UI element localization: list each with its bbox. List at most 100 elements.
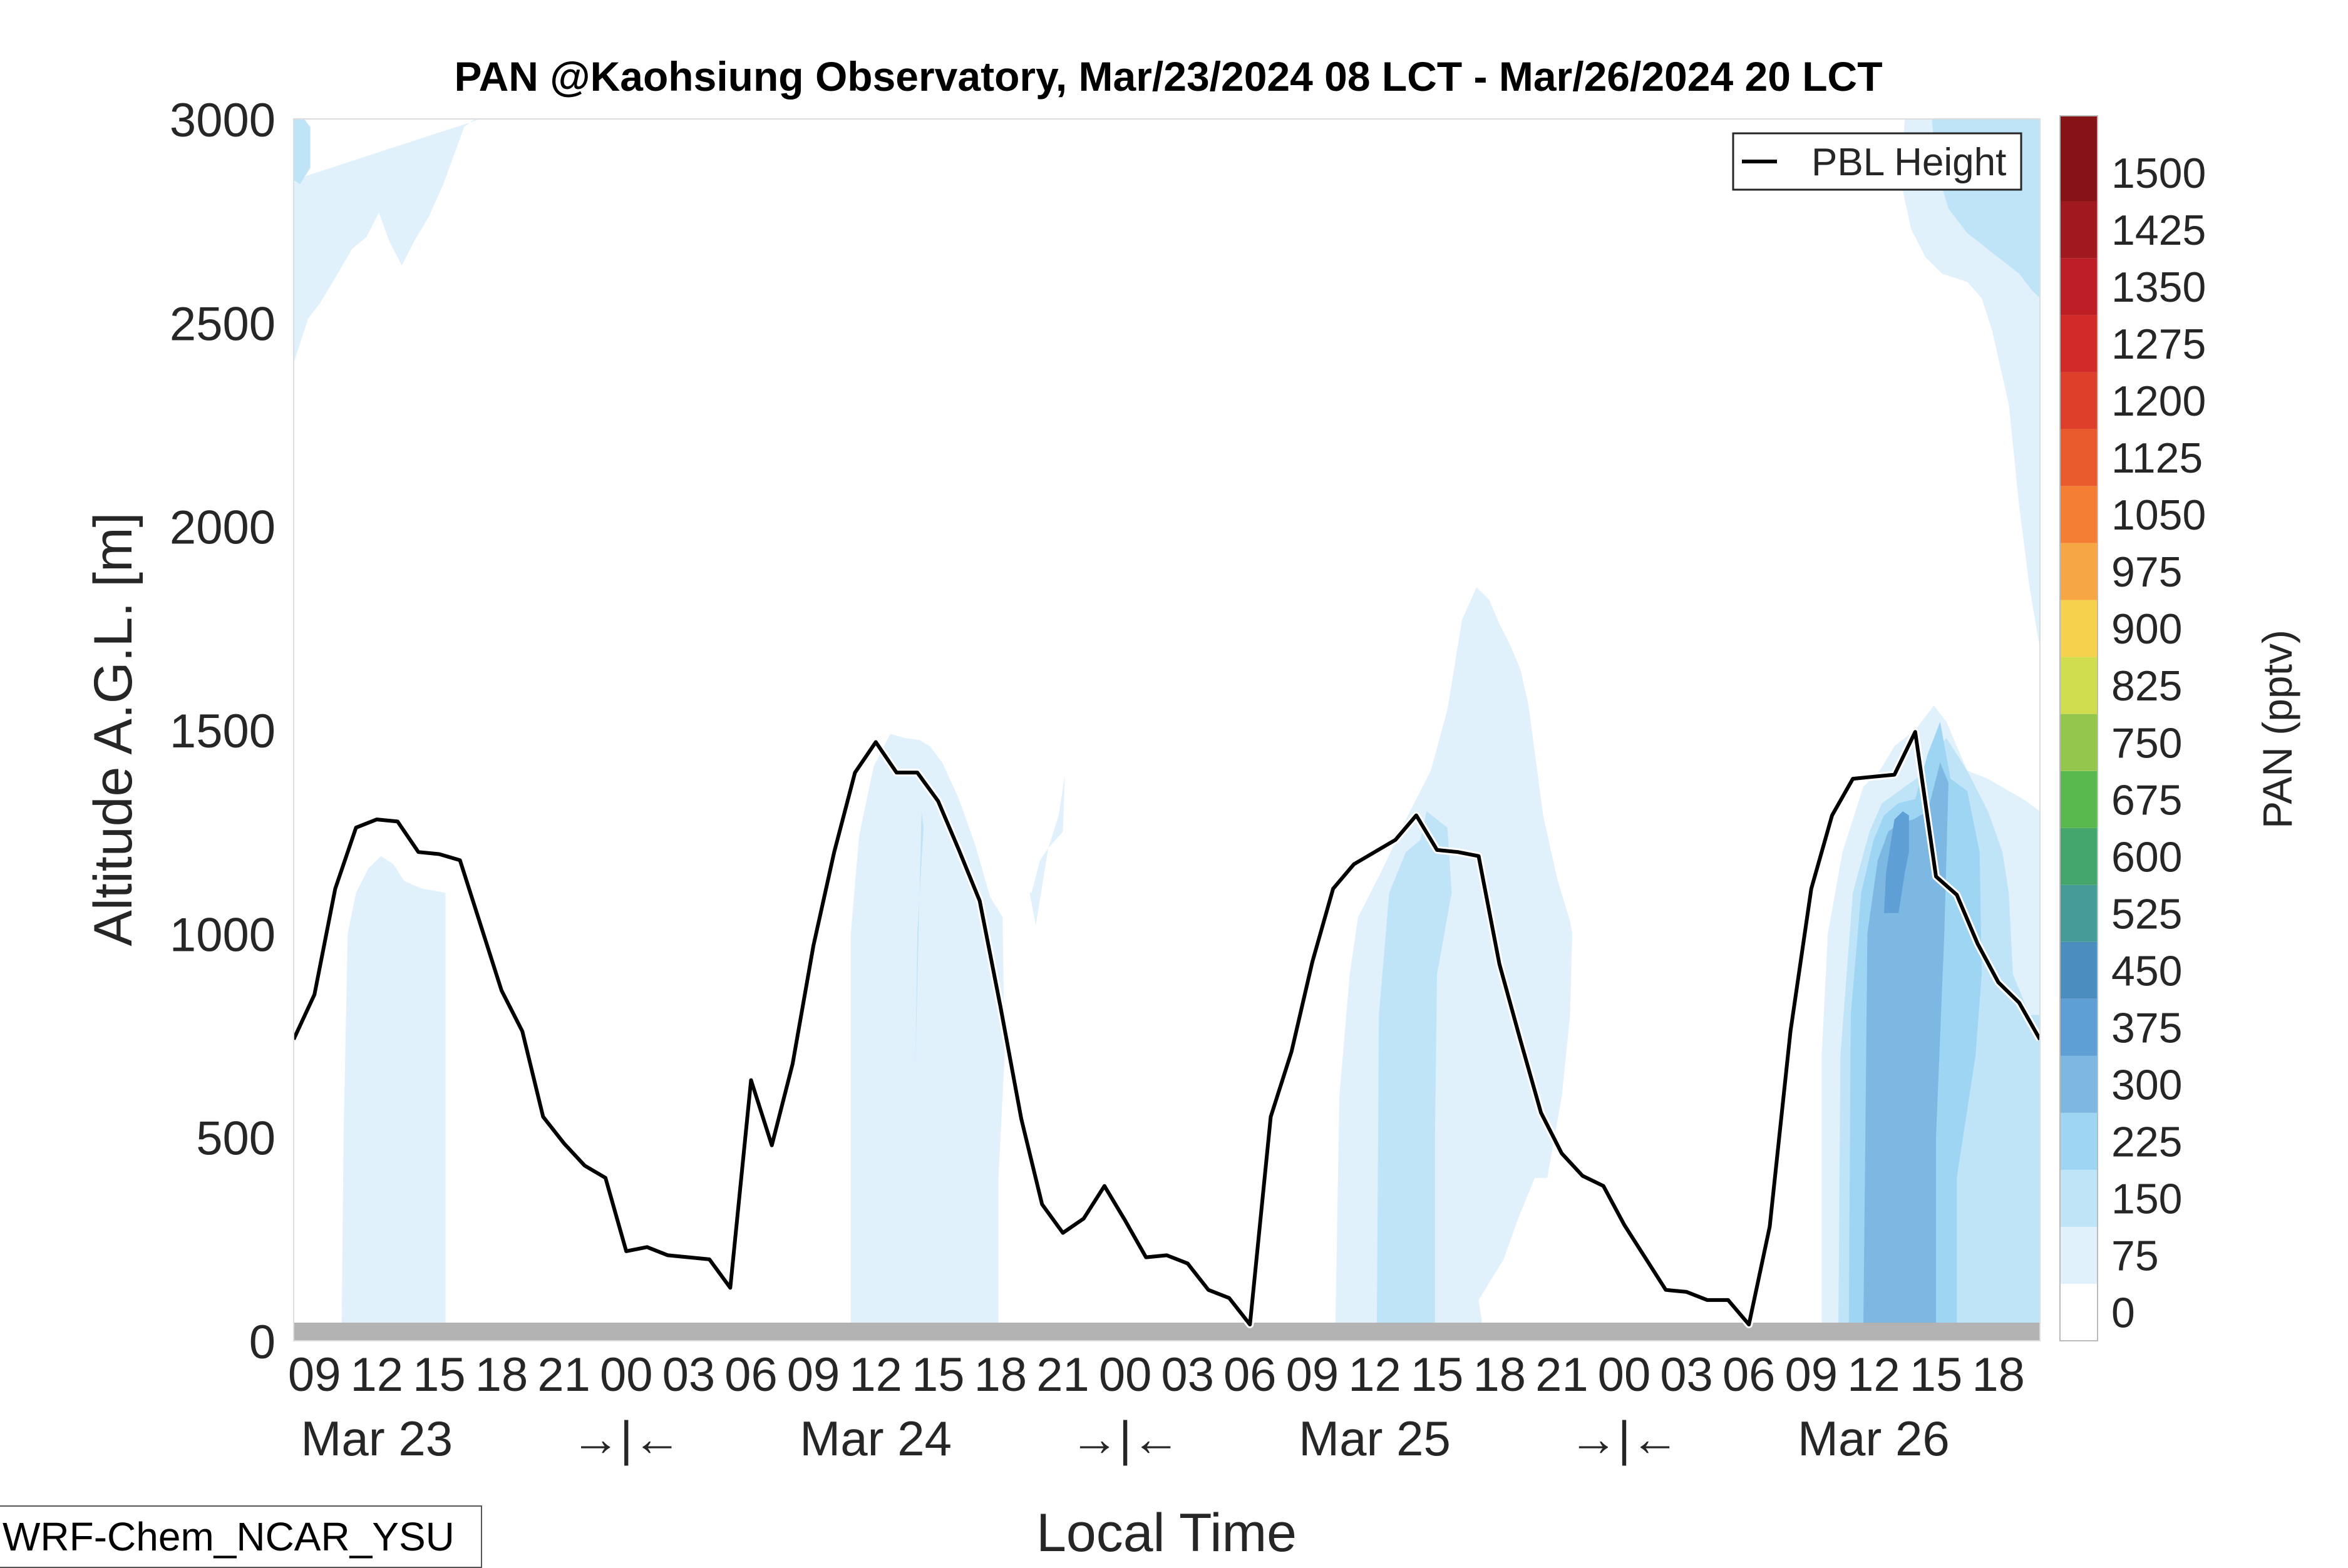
y-tick-label: 0 (249, 1316, 275, 1369)
x-tick-label: 06 (1223, 1348, 1277, 1401)
chart-title: PAN @Kaohsiung Observatory, Mar/23/2024 … (454, 53, 1882, 100)
x-tick-label: 03 (662, 1348, 716, 1401)
colorbar-swatch-825 (2060, 657, 2098, 714)
colorbar-swatch-0 (2060, 1284, 2098, 1341)
plot-area (293, 118, 2041, 1341)
colorbar-tick-label: 150 (2111, 1175, 2182, 1222)
colorbar-tick-label: 300 (2111, 1061, 2182, 1109)
x-tick-label: 21 (1535, 1348, 1589, 1401)
x-axis-label: Local Time (1036, 1503, 1297, 1563)
x-tick-label: 00 (1598, 1348, 1651, 1401)
y-tick-label: 500 (196, 1112, 275, 1166)
x-tick-label: 15 (413, 1348, 466, 1401)
x-tick-label: 09 (1785, 1348, 1838, 1401)
contour-75-region-1 (341, 856, 446, 1341)
y-tick-label: 2000 (170, 501, 275, 555)
x-day-label: Mar 23 (301, 1411, 453, 1466)
colorbar-swatch-975 (2060, 543, 2098, 600)
legend-box (1732, 132, 2022, 191)
x-tick-label: 15 (912, 1348, 965, 1401)
colorbar-tick-label: 225 (2111, 1118, 2182, 1166)
x-tick-label: 09 (1286, 1348, 1339, 1401)
y-axis-label: Altitude A.G.L. [m] (83, 512, 143, 946)
x-tick-label: 06 (1722, 1348, 1776, 1401)
colorbar-swatch-300 (2060, 1055, 2098, 1113)
x-tick-label: 00 (600, 1348, 653, 1401)
colorbar-tick-label: 450 (2111, 947, 2182, 995)
colorbar-tick-label: 825 (2111, 662, 2182, 710)
colorbar-tick-label: 600 (2111, 833, 2182, 881)
colorbar-frame (2059, 115, 2098, 1341)
colorbar-swatch-1500 (2060, 116, 2098, 202)
colorbar-swatch-150 (2060, 1169, 2098, 1227)
x-tick-label: 12 (1348, 1348, 1401, 1401)
colorbar-swatch-1200 (2060, 372, 2098, 429)
x-tick-label: 18 (1473, 1348, 1526, 1401)
x-day-label: →|← (1569, 1411, 1679, 1466)
x-tick-label: 03 (1660, 1348, 1713, 1401)
legend: PBL Height (1732, 132, 2022, 191)
x-tick-label: 12 (1847, 1348, 1900, 1401)
model-label-box: WRF-Chem_NCAR_YSU (0, 1505, 482, 1568)
x-axis: 09 12 15 18 21 00 03 06 09 12 15 18 21 00 03 06 09 12 15 18… (288, 1348, 2025, 1466)
contour-75-region-3 (1029, 774, 1065, 926)
contour-fill-layer (294, 119, 2040, 1341)
colorbar-swatch-75 (2060, 1227, 2098, 1284)
contour-375-region-0 (1884, 811, 1909, 913)
contour-75-region-2 (850, 734, 1005, 1341)
x-day-label: →|← (1070, 1411, 1180, 1466)
plot-background (294, 119, 2040, 1341)
colorbar-tick-label: 675 (2111, 776, 2182, 824)
x-tick-label: 06 (724, 1348, 778, 1401)
colorbar-tick-label: 1425 (2111, 207, 2206, 254)
colorbar-swatch-1425 (2060, 201, 2098, 259)
y-tick-label: 2500 (170, 297, 275, 351)
x-day-label: →|← (571, 1411, 681, 1466)
x-day-label: Mar 25 (1299, 1411, 1451, 1466)
colorbar: 0 75 150 225 300 375 450 525 600 675 750 825 900 975 1… (2059, 115, 2206, 1341)
x-tick-label: 12 (351, 1348, 404, 1401)
y-tick-label: 1000 (170, 908, 275, 961)
contour-150-region-2 (1376, 811, 1452, 1341)
colorbar-label: PAN (pptv) (2254, 630, 2300, 829)
colorbar-swatch-900 (2060, 600, 2098, 657)
colorbar-swatch-375 (2060, 998, 2098, 1056)
x-tick-label: 18 (475, 1348, 528, 1401)
x-tick-label: 09 (288, 1348, 341, 1401)
surface-bar (294, 1323, 2040, 1341)
colorbar-tick-label: 900 (2111, 605, 2182, 653)
colorbar-swatch-600 (2060, 828, 2098, 885)
colorbar-tick-label: 1500 (2111, 150, 2206, 197)
legend-label-pbl: PBL Height (1811, 141, 2006, 184)
colorbar-swatch-1125 (2060, 429, 2098, 486)
colorbar-tick-label: 975 (2111, 548, 2182, 596)
x-tick-label: 09 (787, 1348, 840, 1401)
colorbar-swatch-225 (2060, 1112, 2098, 1170)
x-tick-label: 03 (1161, 1348, 1214, 1401)
colorbar-swatch-675 (2060, 771, 2098, 828)
colorbar-tick-label: 1200 (2111, 377, 2206, 425)
colorbar-tick-label: 1350 (2111, 264, 2206, 311)
x-tick-label: 15 (1411, 1348, 1464, 1401)
colorbar-swatch-750 (2060, 714, 2098, 771)
colorbar-swatch-1275 (2060, 315, 2098, 372)
colorbar-tick-label: 0 (2111, 1289, 2135, 1337)
x-tick-label: 21 (1036, 1348, 1089, 1401)
x-tick-label: 15 (1910, 1348, 1963, 1401)
colorbar-tick-label: 525 (2111, 890, 2182, 938)
colorbar-swatch-525 (2060, 884, 2098, 942)
x-day-label: Mar 24 (800, 1411, 952, 1466)
x-tick-label: 00 (1099, 1348, 1152, 1401)
pbl-height-layer (294, 728, 2040, 1328)
plot-frame (293, 118, 2041, 1341)
y-tick-label: 3000 (170, 94, 275, 147)
colorbar-swatch-450 (2060, 941, 2098, 999)
pbl-height-line (294, 730, 2040, 1326)
colorbar-tick-label: 1050 (2111, 491, 2206, 539)
x-tick-label: 18 (1972, 1348, 2025, 1401)
x-tick-label: 12 (849, 1348, 902, 1401)
colorbar-tick-label: 75 (2111, 1232, 2159, 1280)
colorbar-tick-label: 750 (2111, 719, 2182, 767)
x-tick-label: 18 (974, 1348, 1027, 1401)
